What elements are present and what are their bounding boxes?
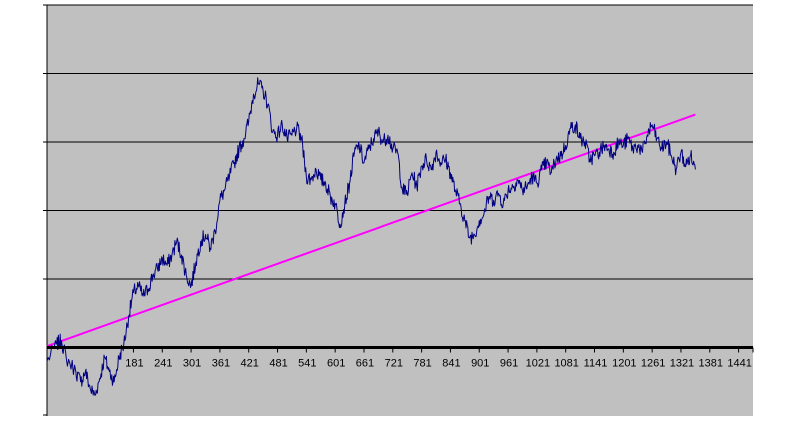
x-tick-label: 481 [269,358,287,370]
x-tick-label: 1261 [641,358,665,370]
series-trend-line [46,113,696,348]
x-tick-label: 601 [327,358,345,370]
x-tick-label: 1441 [727,358,751,370]
x-tick-label: 1021 [526,358,550,370]
series-index-line [46,77,696,396]
x-tick-label: 1081 [554,358,578,370]
x-tick-label: 541 [298,358,316,370]
x-tick-label: 1321 [670,358,694,370]
x-tick-label: 781 [413,358,431,370]
x-tick-label: 361 [212,358,230,370]
x-tick-label: 901 [471,358,489,370]
x-tick-label: 721 [385,358,403,370]
x-tick-label: 421 [241,358,259,370]
x-tick-label: 1201 [612,358,636,370]
x-tick-label: 961 [500,358,518,370]
x-tick-label: 1141 [584,358,608,370]
x-tick-label: 301 [183,358,201,370]
x-tick-label: 661 [356,358,374,370]
x-tick-label: 841 [442,358,460,370]
gridlines [43,4,753,416]
series-lines [46,77,696,396]
x-tick-label: 181 [125,358,143,370]
x-axis-ticks: 181 241 301 361 421 481 541 601 661 721 781 841 901 9… [46,347,754,370]
x-tick-label: 241 [154,358,172,370]
x-tick-label: 1381 [699,358,723,370]
